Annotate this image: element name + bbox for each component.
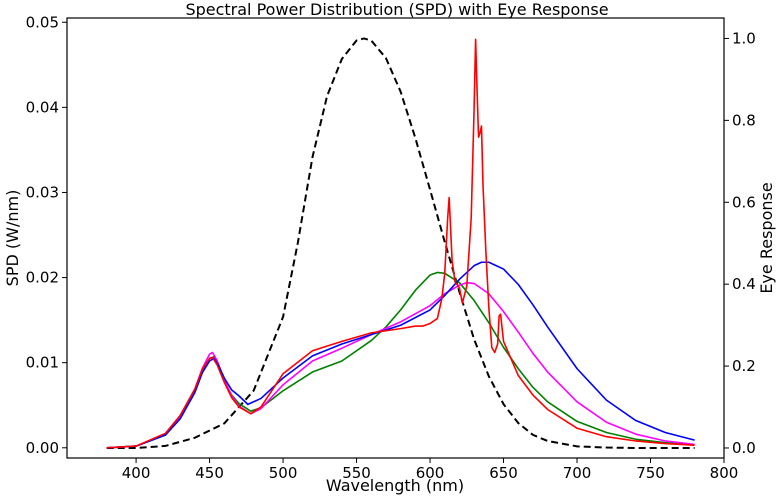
series-line-2: [106, 281, 695, 449]
x-tick-label: 750: [636, 464, 665, 482]
x-tick-label: 650: [489, 464, 518, 482]
y-tick-label: 0.02: [26, 269, 59, 287]
y-tick-label: 0.05: [26, 13, 59, 31]
x-tick-label: 500: [269, 464, 298, 482]
x-axis-label: Wavelength (nm): [326, 476, 464, 495]
series-line-3: [106, 261, 695, 449]
y2-tick-label: 0.0: [732, 439, 756, 457]
series-line-4: [106, 38, 695, 449]
y-tick-label: 0.01: [26, 354, 59, 372]
x-tick-label: 550: [342, 464, 371, 482]
y2-axis-label: Eye Response: [757, 182, 776, 293]
y2-tick-label: 0.4: [732, 275, 756, 293]
y2-tick-label: 0.6: [732, 193, 756, 211]
y-axis-label: SPD (W/nm): [3, 190, 22, 287]
x-tick-label: 450: [195, 464, 224, 482]
y2-tick-label: 1.0: [732, 29, 756, 47]
plot-frame: [66, 17, 725, 459]
y2-tick-label: 0.8: [732, 111, 756, 129]
x-axis: 400 450 500 550 600 650 700 750 800: [122, 458, 739, 482]
x-tick-label: 600: [416, 464, 445, 482]
y-tick-label: 0.03: [26, 183, 59, 201]
y-axis-right: 0.0 0.2 0.4 0.6 0.8 1.0: [724, 29, 756, 457]
x-tick-label: 400: [122, 464, 151, 482]
y-axis-left: 0.00 0.01 0.02 0.03 0.04 0.05: [26, 13, 67, 457]
plot-lines: [106, 37, 695, 449]
x-tick-label: 800: [710, 464, 739, 482]
x-tick-label: 700: [563, 464, 592, 482]
series-line-0: [106, 37, 695, 449]
y-tick-label: 0.00: [26, 439, 59, 457]
chart-title: Spectral Power Distribution (SPD) with E…: [185, 0, 608, 19]
y-tick-label: 0.04: [26, 98, 59, 116]
y2-tick-label: 0.2: [732, 357, 756, 375]
